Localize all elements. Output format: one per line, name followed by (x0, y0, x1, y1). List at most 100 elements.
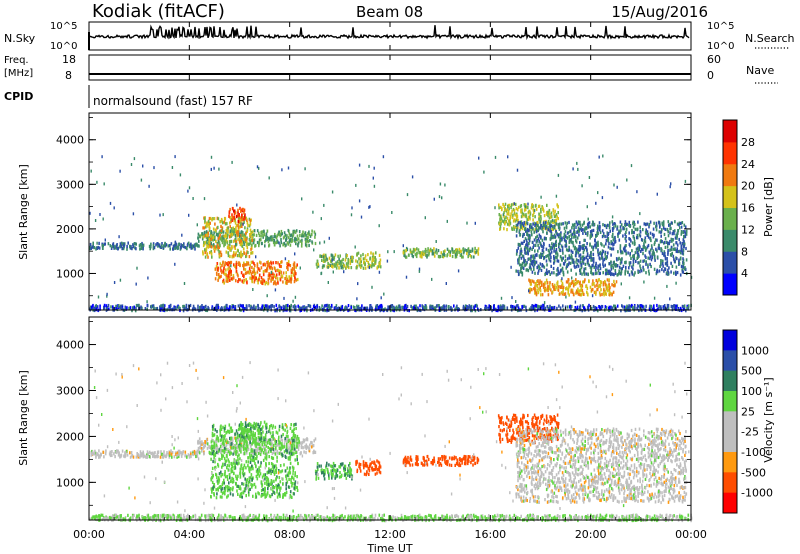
heatmap-cell (567, 280, 569, 284)
heatmap-cell (125, 307, 127, 311)
heatmap-cell (293, 306, 296, 311)
heatmap-cell (394, 306, 396, 310)
heatmap-cell (268, 273, 271, 277)
heatmap-cell (285, 271, 287, 275)
heatmap-cell (290, 233, 293, 237)
heatmap-cell (526, 231, 528, 235)
heatmap-cell (220, 228, 223, 232)
heatmap-cell (584, 245, 587, 249)
heatmap-cell (597, 250, 599, 254)
heatmap-cell (657, 243, 660, 247)
heatmap-cell (620, 282, 622, 286)
heatmap-cell (306, 438, 309, 442)
heatmap-cell (192, 197, 194, 200)
heatmap-cell (115, 245, 117, 249)
heatmap-cell (635, 247, 638, 251)
heatmap-cell (608, 224, 611, 228)
heatmap-cell (233, 217, 235, 221)
heatmap-cell (535, 304, 537, 308)
heatmap-cell (229, 233, 231, 237)
heatmap-cell (307, 445, 309, 449)
heatmap-cell (441, 196, 443, 200)
heatmap-cell (187, 304, 190, 308)
heatmap-cell (620, 267, 622, 271)
heatmap-cell (616, 304, 619, 308)
heatmap-cell (597, 248, 599, 252)
heatmap-cell (525, 262, 528, 266)
heatmap-cell (95, 304, 97, 308)
heatmap-cell (364, 262, 366, 266)
nsearch-label: N.Search (745, 32, 795, 45)
heatmap-cell (622, 227, 624, 231)
heatmap-cell (548, 258, 551, 262)
heatmap-cell (604, 252, 606, 256)
heatmap-cell (391, 211, 393, 214)
heatmap-cell (287, 303, 289, 308)
heatmap-cell (592, 252, 595, 256)
heatmap-cell (222, 260, 224, 264)
nsky-trace (88, 24, 690, 50)
heatmap-cell (217, 217, 220, 221)
heatmap-cell (643, 280, 645, 284)
heatmap-cell (582, 255, 585, 259)
heatmap-cell (462, 255, 464, 259)
heatmap-cell (592, 260, 595, 264)
heatmap-cell (260, 242, 263, 246)
heatmap-cell (559, 241, 561, 246)
heatmap-cell (520, 204, 523, 208)
heatmap-cell (339, 263, 342, 267)
heatmap-cell (639, 264, 641, 268)
heatmap-cell (152, 242, 155, 246)
heatmap-cell (613, 284, 616, 288)
heatmap-cell (238, 252, 241, 256)
heatmap-cell (524, 214, 526, 218)
station-title: Kodiak (fitACF) (92, 1, 225, 22)
heatmap-cell (619, 261, 622, 265)
heatmap-cell (565, 226, 568, 230)
heatmap-cell (605, 242, 607, 246)
heatmap-cell (598, 224, 601, 229)
heatmap-cell (601, 304, 603, 309)
heatmap-cell (520, 270, 523, 274)
heatmap-cell (431, 277, 433, 281)
colorbar-swatch (723, 163, 737, 187)
heatmap-cell (674, 229, 676, 233)
heatmap-cell (351, 206, 353, 210)
heatmap-cell (384, 307, 386, 311)
heatmap-cell (626, 222, 628, 226)
heatmap-cell (549, 229, 551, 233)
heatmap-cell (547, 289, 549, 293)
heatmap-cell (442, 255, 445, 259)
heatmap-cell (536, 288, 538, 292)
heatmap-cell (300, 444, 303, 448)
heatmap-cell (646, 233, 649, 237)
heatmap-cell (667, 230, 669, 234)
heatmap-cell (673, 257, 675, 261)
heatmap-cell (150, 304, 153, 308)
heatmap-cell (202, 235, 205, 239)
heatmap-cell (683, 267, 686, 271)
heatmap-cell (370, 251, 372, 255)
heatmap-cell (198, 309, 200, 313)
heatmap-cell (547, 293, 550, 297)
heatmap-cell (521, 261, 524, 265)
heatmap-cell (581, 223, 584, 227)
heatmap-cell (544, 272, 546, 277)
heatmap-cell (509, 219, 511, 223)
heatmap-cell (552, 306, 555, 310)
heatmap-cell (577, 292, 580, 296)
heatmap-cell (227, 233, 229, 237)
heatmap-cell (237, 208, 239, 212)
heatmap-cell (519, 220, 521, 224)
heatmap-cell (522, 212, 525, 216)
heatmap-cell (262, 235, 264, 239)
heatmap-cell (411, 250, 414, 254)
heatmap-cell (586, 286, 589, 290)
heatmap-cell (567, 287, 569, 291)
heatmap-cell (223, 266, 225, 270)
heatmap-cell (664, 245, 667, 249)
heatmap-cell (324, 258, 327, 262)
heatmap-cell (572, 292, 575, 296)
heatmap-cell (562, 290, 564, 294)
heatmap-cell (669, 231, 671, 235)
